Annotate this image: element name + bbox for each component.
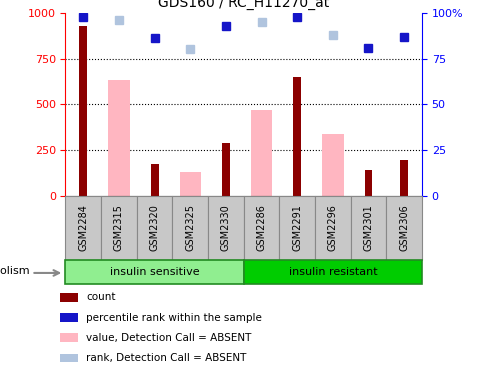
- Text: GSM2296: GSM2296: [327, 204, 337, 251]
- Bar: [321, 134, 343, 196]
- Bar: [364, 170, 372, 196]
- Bar: [222, 143, 229, 196]
- FancyBboxPatch shape: [350, 196, 385, 260]
- Text: count: count: [86, 292, 116, 302]
- FancyBboxPatch shape: [65, 196, 101, 260]
- FancyBboxPatch shape: [101, 196, 136, 260]
- FancyBboxPatch shape: [208, 196, 243, 260]
- Bar: [399, 160, 407, 196]
- Bar: [151, 164, 158, 196]
- Bar: [60, 313, 77, 322]
- FancyBboxPatch shape: [243, 196, 279, 260]
- Bar: [179, 172, 200, 196]
- FancyBboxPatch shape: [385, 196, 421, 260]
- Text: GSM2291: GSM2291: [291, 204, 302, 251]
- Bar: [60, 293, 77, 302]
- Text: GSM2286: GSM2286: [256, 204, 266, 251]
- Bar: [60, 354, 77, 362]
- FancyBboxPatch shape: [136, 196, 172, 260]
- Text: metabolism: metabolism: [0, 266, 30, 276]
- Bar: [293, 77, 301, 196]
- FancyBboxPatch shape: [65, 260, 243, 284]
- Bar: [108, 79, 129, 196]
- Text: insulin sensitive: insulin sensitive: [109, 267, 199, 277]
- FancyBboxPatch shape: [279, 196, 314, 260]
- Text: GSM2325: GSM2325: [185, 204, 195, 251]
- Bar: [79, 26, 87, 196]
- Text: GSM2301: GSM2301: [363, 205, 373, 251]
- Text: rank, Detection Call = ABSENT: rank, Detection Call = ABSENT: [86, 353, 246, 363]
- Text: GSM2284: GSM2284: [78, 204, 88, 251]
- FancyBboxPatch shape: [172, 196, 208, 260]
- Text: GSM2330: GSM2330: [220, 205, 230, 251]
- Bar: [250, 110, 272, 196]
- Bar: [60, 333, 77, 342]
- Text: GSM2306: GSM2306: [398, 205, 408, 251]
- FancyBboxPatch shape: [243, 260, 421, 284]
- Text: GSM2320: GSM2320: [149, 204, 159, 251]
- FancyBboxPatch shape: [314, 196, 350, 260]
- Text: percentile rank within the sample: percentile rank within the sample: [86, 313, 262, 322]
- Text: insulin resistant: insulin resistant: [288, 267, 377, 277]
- Title: GDS160 / RC_H11270_at: GDS160 / RC_H11270_at: [158, 0, 329, 10]
- Text: value, Detection Call = ABSENT: value, Detection Call = ABSENT: [86, 333, 251, 343]
- Text: GSM2315: GSM2315: [114, 204, 124, 251]
